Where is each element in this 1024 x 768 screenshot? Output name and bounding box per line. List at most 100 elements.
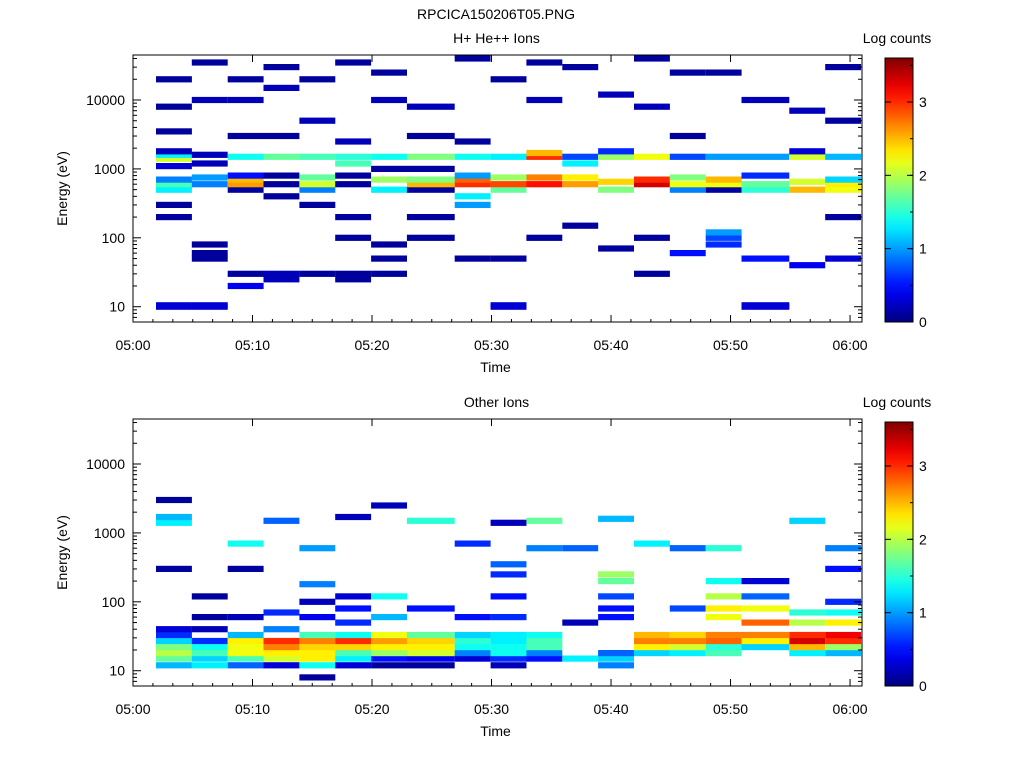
heatmap-cell	[490, 631, 527, 639]
heatmap-cell	[156, 650, 192, 657]
heatmap-cell	[371, 644, 407, 651]
heatmap-cell	[669, 250, 706, 257]
heatmap-cell	[741, 153, 790, 160]
heatmap-cell	[789, 153, 826, 160]
colorbar-tick-label: 3	[919, 94, 927, 110]
heatmap-cell	[705, 605, 742, 612]
heatmap-cell	[299, 598, 336, 605]
heatmap-cell	[335, 655, 372, 662]
x-tick-label: 05:20	[354, 337, 389, 353]
heatmap-cell	[335, 662, 372, 669]
heatmap-cell	[825, 545, 862, 552]
heatmap-cell	[598, 153, 634, 160]
heatmap-cell	[335, 153, 372, 160]
heatmap-cell	[598, 662, 634, 669]
heatmap-cell	[490, 614, 527, 621]
heatmap-cell	[669, 174, 706, 181]
heatmap-cells	[156, 55, 862, 310]
plot-frame	[132, 418, 863, 687]
heatmap-cell	[825, 619, 862, 626]
heatmap-cell	[335, 214, 372, 221]
heatmap-cell	[526, 174, 563, 181]
heatmap-cell	[705, 176, 742, 183]
heatmap-cell	[299, 614, 336, 621]
heatmap-cell	[263, 650, 300, 657]
heatmap-cell	[227, 637, 264, 645]
x-tick-label: 05:30	[474, 701, 509, 717]
heatmap-cell	[634, 55, 670, 62]
heatmap-cell	[156, 631, 192, 639]
heatmap-cell	[490, 519, 527, 526]
heatmap-cell	[789, 650, 826, 657]
heatmap-cell	[371, 655, 407, 662]
heatmap-cell	[191, 302, 228, 309]
heatmap-cell	[705, 181, 742, 188]
heatmap-cell	[741, 172, 790, 179]
heatmap-cell	[156, 155, 192, 162]
heatmap-cell	[263, 84, 300, 91]
heatmap-cell	[741, 644, 790, 651]
heatmap-cell	[526, 517, 563, 524]
heatmap-cell	[490, 662, 527, 669]
colorbar-tick-label: 0	[919, 314, 927, 330]
heatmap-cell	[490, 186, 527, 193]
heatmap-cell	[406, 234, 455, 241]
heatmap-cell	[156, 302, 192, 309]
colorbar	[884, 57, 914, 323]
heatmap-cell	[825, 153, 862, 160]
heatmap-cell	[598, 593, 634, 600]
heatmap-cell	[371, 186, 407, 193]
heatmap-cell	[191, 160, 228, 167]
heatmap-cell	[669, 631, 706, 639]
heatmap-cell	[191, 250, 228, 257]
heatmap-cell	[191, 626, 228, 633]
heatmap-cell	[263, 270, 300, 277]
heatmap-cell	[789, 148, 826, 155]
heatmap-cell	[335, 513, 372, 521]
heatmap-cell	[227, 76, 264, 83]
heatmap-cell	[227, 282, 264, 290]
heatmap-cell	[598, 178, 634, 185]
heatmap-cell	[335, 276, 372, 283]
heatmap-cell	[371, 637, 407, 645]
heatmap-cell	[263, 193, 300, 200]
heatmap-cell	[705, 578, 742, 585]
colorbar-tick-label: 2	[919, 531, 927, 547]
heatmap-cell	[598, 650, 634, 657]
heatmap-cell	[191, 151, 228, 158]
heatmap-cell	[227, 132, 264, 140]
heatmap-cell	[299, 644, 336, 651]
heatmap-cell	[705, 593, 742, 600]
heatmap-cell	[634, 103, 670, 110]
heatmap-cell	[490, 181, 527, 188]
heatmap-cells	[156, 496, 862, 681]
heatmap-cell	[156, 128, 192, 135]
heatmap-cell	[227, 655, 264, 662]
heatmap-cell	[227, 96, 264, 104]
heatmap-cell	[335, 631, 372, 639]
heatmap-cell	[156, 214, 192, 221]
y-tick-label: 10000	[86, 456, 125, 472]
heatmap-cell	[789, 609, 826, 616]
panels: 05:00 05:10 05:20 05:30 05:40 05:50 06:0010100…	[54, 30, 931, 739]
heatmap-cell	[490, 561, 527, 568]
heatmap-cell	[227, 181, 264, 188]
colorbar-label: Log counts	[863, 394, 932, 410]
heatmap-cell	[705, 241, 742, 248]
heatmap-cell	[526, 181, 563, 188]
heatmap-cell	[227, 614, 264, 621]
panel-title: H+ He++ Ions	[453, 30, 540, 46]
heatmap-cell	[263, 662, 300, 669]
heatmap-cell	[371, 270, 407, 277]
heatmap-cell	[526, 637, 563, 645]
colorbar-tick-label: 0	[919, 678, 927, 694]
heatmap-cell	[263, 655, 300, 662]
heatmap-cell	[526, 631, 563, 639]
heatmap-cell	[156, 163, 192, 170]
heatmap-cell	[454, 193, 491, 200]
heatmap-cell	[227, 650, 264, 657]
heatmap-cell	[454, 614, 491, 621]
heatmap-cell	[299, 76, 336, 83]
heatmap-cell	[156, 151, 192, 158]
y-tick-label: 10	[109, 299, 125, 315]
